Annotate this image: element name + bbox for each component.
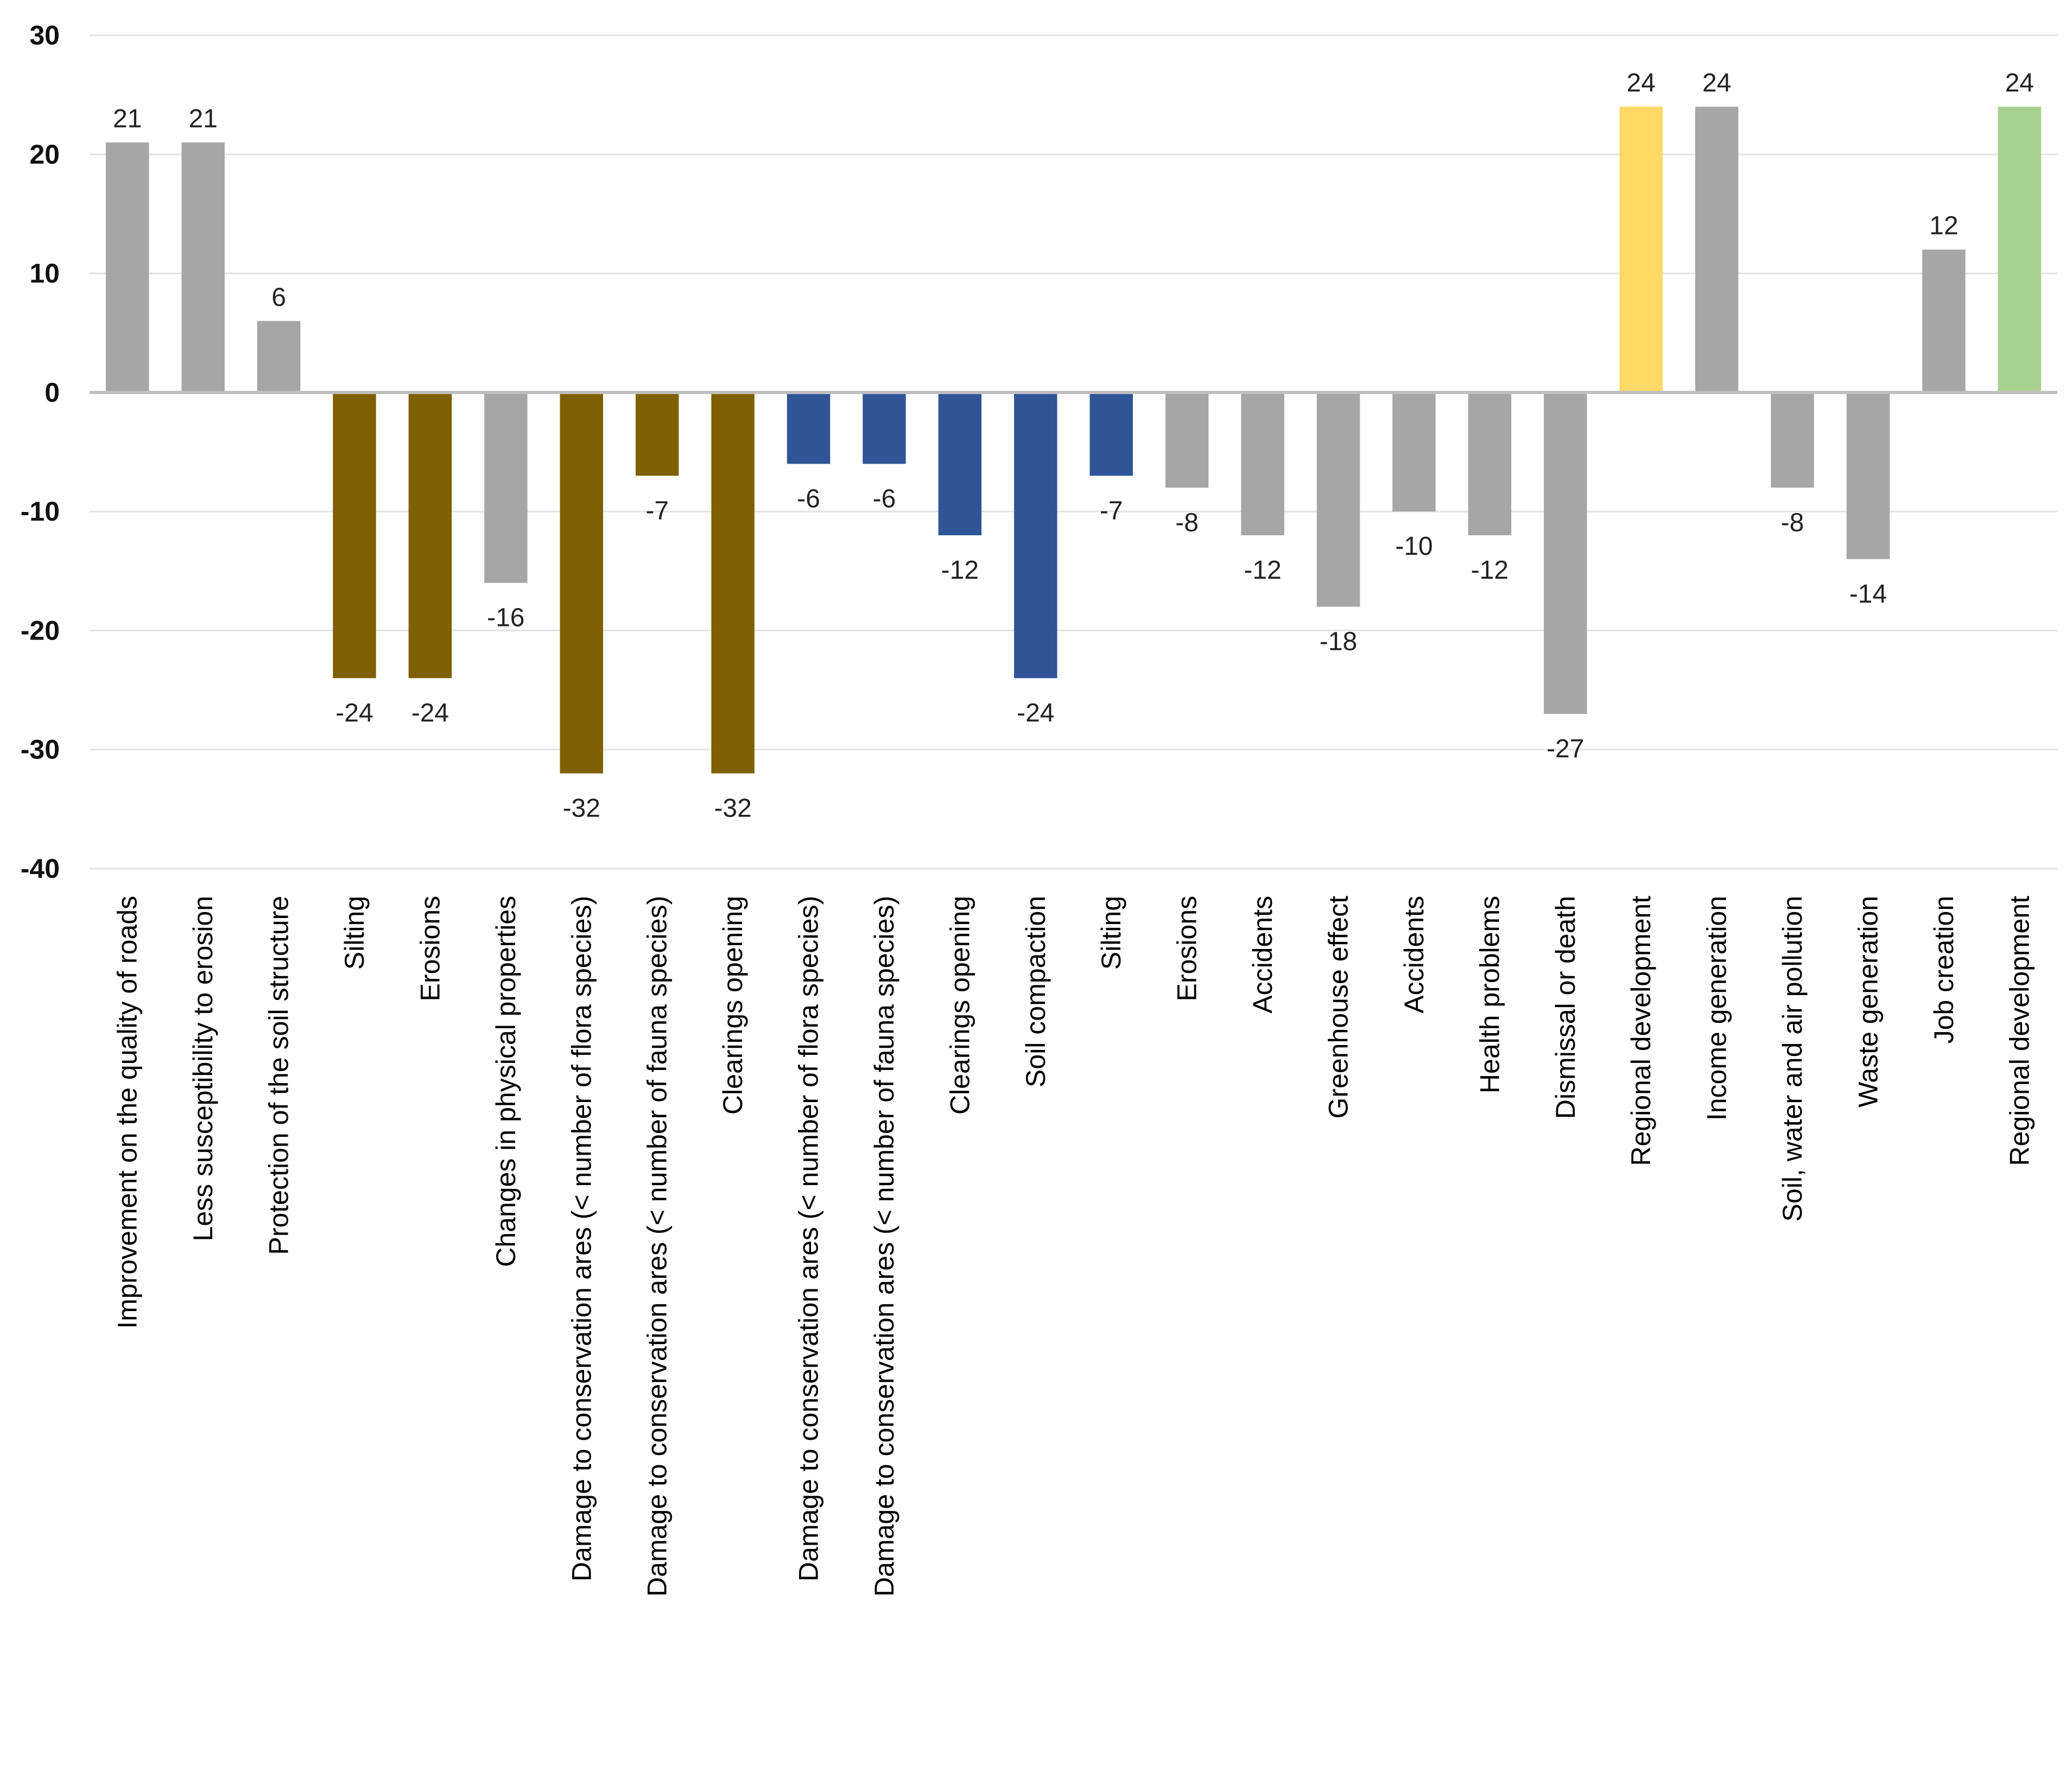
x-category-label: Regional development	[2004, 896, 2035, 1166]
bar	[333, 392, 376, 679]
bar	[1846, 392, 1890, 559]
data-label: 6	[271, 283, 286, 312]
x-axis-labels: Improvement on the quality of roads Less …	[112, 896, 2035, 1597]
x-category-label: Silting	[1096, 896, 1126, 970]
x-category-label: Regional development	[1626, 896, 1656, 1166]
data-label: 12	[1929, 212, 1958, 241]
y-tick-label: -20	[21, 615, 60, 645]
data-label: -12	[1471, 556, 1509, 585]
x-category-label: Damage to conservation ares (< number of…	[642, 896, 673, 1597]
x-category-label: Damage to conservation ares (< number of…	[566, 896, 597, 1581]
data-label: 21	[113, 104, 142, 133]
bar	[257, 321, 301, 393]
data-label: -24	[411, 699, 449, 727]
y-tick-label: -40	[21, 853, 60, 884]
data-label: -12	[1244, 556, 1281, 585]
data-label: -8	[1175, 508, 1199, 537]
bar	[787, 392, 831, 464]
data-label: -6	[873, 484, 896, 513]
bar	[863, 392, 906, 464]
x-category-label: Income generation	[1702, 896, 1732, 1121]
bar	[1695, 106, 1739, 393]
bar	[1241, 392, 1284, 535]
data-label: -12	[941, 556, 979, 585]
bars	[105, 106, 2042, 774]
bar	[711, 392, 755, 774]
bar	[1089, 392, 1133, 476]
bar	[1619, 106, 1663, 393]
data-label: -7	[645, 496, 669, 525]
bar	[1165, 392, 1209, 488]
x-category-label: Erosions	[415, 896, 445, 1002]
data-label: 24	[2005, 69, 2034, 98]
data-label: -27	[1547, 735, 1584, 763]
data-label: -32	[563, 794, 600, 823]
bar	[938, 392, 982, 535]
data-label: -18	[1320, 628, 1357, 656]
x-category-label: Health problems	[1474, 896, 1505, 1093]
data-label: -7	[1100, 496, 1123, 525]
y-tick-label: 0	[45, 377, 60, 408]
data-label: 21	[188, 104, 217, 133]
bar	[1392, 392, 1436, 512]
x-category-label: Soil compaction	[1021, 896, 1051, 1087]
x-category-label: Greenhouse effect	[1323, 896, 1353, 1119]
data-label: -24	[335, 699, 373, 727]
data-label: -32	[714, 794, 751, 823]
data-label: -8	[1781, 508, 1804, 537]
bar	[484, 392, 528, 583]
bar	[105, 142, 149, 393]
x-category-label: Accidents	[1247, 896, 1278, 1014]
x-category-label: Clearings opening	[945, 896, 975, 1115]
x-category-label: Clearings opening	[718, 896, 748, 1115]
data-label: 24	[1626, 69, 1655, 98]
gridlines	[90, 34, 2057, 870]
bar	[1014, 392, 1057, 679]
y-tick-label: -10	[21, 496, 60, 527]
bar	[181, 142, 225, 393]
x-category-label: Improvement on the quality of roads	[112, 896, 143, 1329]
bar	[1771, 392, 1814, 488]
bar	[1468, 392, 1512, 535]
x-category-label: Protection of the soil structure	[264, 896, 294, 1255]
bar	[1922, 249, 1966, 393]
x-category-label: Damage to conservation ares (< number of…	[794, 896, 824, 1581]
x-category-label: Waste generation	[1853, 896, 1883, 1108]
y-tick-label: 10	[29, 258, 60, 289]
bar	[1544, 392, 1587, 714]
bar	[1316, 392, 1360, 607]
x-category-label: Soil, water and air pollution	[1777, 896, 1808, 1222]
data-label: -16	[487, 604, 524, 632]
data-label: -14	[1849, 580, 1887, 609]
y-axis-ticks: 30 20 10 0 -10 -20 -30 -40	[21, 20, 60, 884]
x-category-label: Changes in physical properties	[491, 896, 521, 1267]
y-tick-label: 20	[29, 139, 60, 169]
data-labels: 21 21 6 -24 -24 -16 -32 -7 -32 -6 -6 -12 -24 -7 -8 -12 -…	[113, 69, 2034, 823]
data-label: 24	[1702, 69, 1731, 98]
y-tick-label: -30	[21, 735, 60, 765]
data-label: -24	[1017, 699, 1054, 727]
bar	[635, 392, 679, 476]
x-category-label: Less susceptibility to erosion	[188, 896, 218, 1241]
bar	[560, 392, 603, 774]
x-category-label: Silting	[339, 896, 370, 970]
y-tick-label: 30	[29, 20, 60, 50]
bar	[408, 392, 452, 679]
x-category-label: Accidents	[1399, 896, 1429, 1014]
data-label: -6	[797, 484, 820, 513]
x-category-label: Job creation	[1929, 896, 1959, 1043]
x-category-label: Dismissal or death	[1550, 896, 1581, 1119]
x-category-label: Damage to conservation ares (< number of…	[869, 896, 899, 1597]
x-category-label: Erosions	[1172, 896, 1202, 1002]
bar	[1998, 106, 2042, 393]
data-label: -10	[1395, 532, 1433, 561]
